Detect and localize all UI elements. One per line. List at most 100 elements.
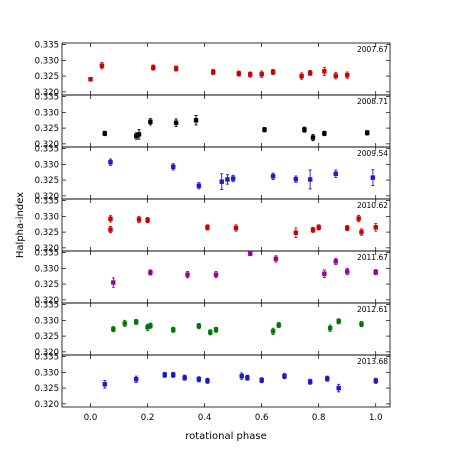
data-marker	[171, 164, 176, 170]
data-point	[282, 373, 287, 380]
data-marker	[245, 375, 250, 380]
data-point	[248, 71, 253, 78]
panel-2011.67: 0.320 0.325 0.330 0.335 2011.67	[35, 249, 391, 306]
y-tick-label: 0.330	[35, 316, 59, 326]
data-point	[310, 226, 316, 233]
y-tick-label: 0.320	[35, 296, 59, 306]
data-point	[270, 172, 276, 180]
x-tick-label: 0.6	[255, 413, 269, 423]
data-point	[108, 225, 113, 234]
panel-frame	[61, 146, 391, 200]
data-marker	[327, 326, 333, 331]
data-point	[102, 130, 107, 137]
data-point	[336, 383, 341, 393]
y-tick-label: 0.330	[35, 160, 59, 170]
data-point	[205, 377, 210, 384]
data-marker	[333, 171, 339, 176]
panel-epoch-label: 2011.67	[357, 253, 388, 262]
data-marker	[299, 73, 304, 79]
panel-2007.67: 0.320 0.325 0.330 0.335 2007.67	[35, 41, 391, 98]
data-marker	[345, 225, 350, 231]
data-point	[327, 324, 333, 332]
data-marker	[370, 175, 376, 180]
data-point	[193, 115, 199, 126]
y-tick-label: 0.320	[35, 400, 59, 410]
data-marker	[345, 269, 350, 274]
panel-epoch-label: 2009.54	[357, 149, 388, 158]
y-tick-label: 0.330	[35, 368, 59, 378]
x-axis-ticks: 0.0 0.2 0.4 0.6 0.8 1.0	[84, 413, 383, 423]
data-point	[270, 69, 276, 75]
y-tick-label: 0.325	[35, 384, 59, 394]
data-marker	[208, 330, 213, 335]
data-marker	[196, 377, 202, 382]
data-marker	[210, 69, 216, 75]
y-tick-label: 0.320	[35, 192, 59, 202]
data-point	[356, 214, 361, 223]
data-point	[173, 118, 179, 127]
data-point	[148, 322, 153, 329]
y-tick-label: 0.335	[35, 197, 59, 207]
data-marker	[225, 177, 230, 182]
data-point	[373, 223, 378, 232]
data-point	[310, 133, 316, 142]
panel-epoch-label: 2008.71	[357, 97, 388, 106]
data-marker	[102, 131, 107, 136]
y-tick-label: 0.330	[35, 56, 59, 66]
panel-2009.54: 0.320 0.325 0.330 0.335 2009.54	[35, 145, 391, 202]
data-marker	[248, 251, 253, 256]
data-marker	[307, 70, 313, 76]
data-marker	[373, 269, 378, 275]
data-point	[151, 64, 156, 71]
data-marker	[322, 131, 327, 136]
data-marker	[293, 230, 299, 235]
data-point	[213, 271, 219, 279]
panel-frame	[61, 42, 391, 96]
data-point	[148, 269, 153, 276]
data-marker	[88, 77, 93, 82]
data-point	[210, 69, 216, 75]
data-marker	[248, 72, 253, 77]
data-point	[345, 71, 350, 79]
data-marker	[336, 319, 341, 324]
data-marker	[259, 378, 264, 383]
data-marker	[293, 176, 299, 182]
data-point	[336, 318, 341, 325]
panel-epoch-label: 2010.62	[357, 201, 388, 210]
y-tick-label: 0.325	[35, 72, 59, 82]
data-marker	[185, 272, 190, 277]
y-tick-label: 0.325	[35, 228, 59, 238]
data-point	[307, 169, 313, 190]
data-marker	[173, 120, 179, 125]
panel-2013.68: 0.320 0.325 0.330 0.335 2013.68	[35, 353, 391, 410]
data-point	[162, 371, 167, 378]
data-marker	[145, 217, 150, 223]
data-marker	[213, 327, 219, 332]
data-point	[208, 329, 213, 336]
data-point	[345, 267, 350, 276]
y-tick-label: 0.335	[35, 353, 59, 363]
data-marker	[196, 323, 202, 329]
x-tick-label: 0.2	[141, 413, 155, 423]
data-marker	[359, 229, 364, 235]
y-axis-label: Halpha-index	[15, 192, 26, 258]
data-marker	[205, 378, 210, 384]
y-tick-label: 0.335	[35, 41, 59, 51]
data-point	[262, 127, 267, 133]
data-point	[325, 375, 330, 382]
data-marker	[133, 377, 139, 382]
data-marker	[356, 216, 361, 221]
y-tick-label: 0.335	[35, 249, 59, 259]
data-point	[219, 173, 224, 190]
data-marker	[148, 119, 153, 124]
data-point	[239, 372, 244, 380]
x-tick-label: 0.4	[198, 413, 212, 423]
y-tick-label: 0.320	[35, 348, 59, 358]
data-point	[370, 169, 376, 186]
data-marker	[233, 225, 239, 231]
data-point	[173, 65, 179, 72]
data-marker	[316, 225, 321, 230]
data-marker	[310, 227, 316, 233]
